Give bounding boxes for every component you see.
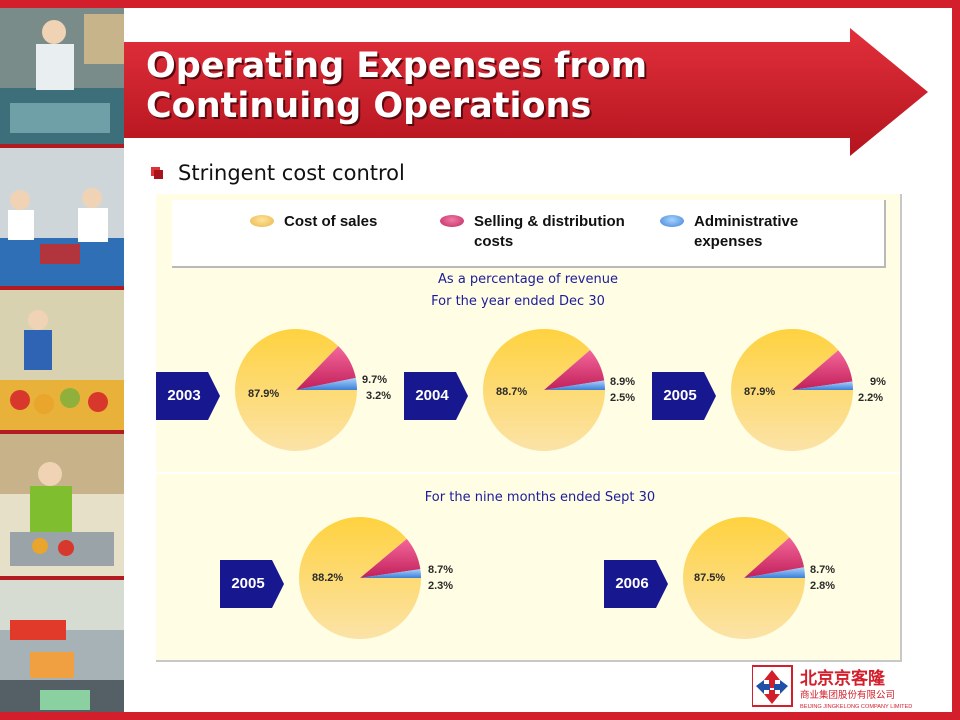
legend-item-cost-of-sales: Cost of sales: [250, 212, 394, 232]
title-arrow-banner: [124, 28, 928, 156]
bullet-text: Stringent cost control: [178, 161, 405, 185]
year-tag-2005-nine-months: 2005: [220, 560, 286, 608]
pct-label-2006-selling: 8.7%: [810, 564, 836, 576]
year-tag-2006: 2006: [604, 560, 670, 608]
pct-label-2005-annual-admin: 2.2%: [858, 392, 884, 404]
legend: Cost of sales Selling & distribution cos…: [172, 200, 886, 268]
pct-label-2004-selling: 8.9%: [610, 376, 636, 388]
pie-chart-2005-nine-months: [299, 517, 421, 640]
cost-of-sales-swatch-icon: [250, 215, 274, 227]
caption-year-ended: For the year ended Dec 30: [431, 294, 605, 309]
page-title: Operating Expenses from Continuing Opera…: [146, 46, 648, 126]
pie-chart-2004: [483, 328, 605, 451]
pct-label-2005-nine-months-selling: 8.7%: [428, 564, 454, 576]
year-label-2005-nine-months: 2005: [231, 575, 265, 592]
pct-label-2003-admin: 3.2%: [366, 390, 392, 402]
year-tag-2004: 2004: [404, 372, 470, 420]
year-label-2003: 2003: [167, 387, 201, 404]
pie-slice-selling-distribution: [544, 349, 605, 390]
legend-label-administrative: Administrative expenses: [694, 213, 799, 250]
photo-checkout-card: [0, 580, 124, 720]
legend-item-selling-distribution: Selling & distribution costs: [440, 212, 634, 252]
pct-label-2006-cost-of-sales: 87.5%: [694, 572, 726, 584]
logo-subtitle-cn: 商业集团股份有限公司: [800, 689, 895, 701]
selling-distribution-swatch-icon: [440, 215, 464, 227]
year-label-2005-annual: 2005: [663, 387, 697, 404]
bottom-border: [0, 712, 960, 720]
pie-slice-cost-of-sales: [731, 328, 853, 451]
legend-label-selling-distribution: Selling & distribution costs: [474, 213, 625, 250]
year-label-2004: 2004: [415, 387, 449, 404]
legend-item-administrative: Administrative expenses: [660, 212, 834, 252]
pie-slice-administrative: [296, 377, 357, 390]
photo-shopper-cart: [0, 434, 124, 576]
pie-slice-administrative: [544, 380, 605, 390]
year-tag-2003: 2003: [156, 372, 222, 420]
logo-subtitle-en: BEIJING JINGKELONG COMPANY LIMITED: [800, 704, 912, 710]
caption-revenue-percentage: As a percentage of revenue: [438, 272, 618, 287]
caption-nine-months: For the nine months ended Sept 30: [424, 490, 656, 505]
pct-label-2005-nine-months-admin: 2.3%: [428, 580, 454, 592]
pct-label-2004-cost-of-sales: 88.7%: [496, 386, 528, 398]
right-border: [952, 0, 960, 720]
bullet-row: Stringent cost control: [150, 160, 405, 186]
pie-slice-cost-of-sales: [483, 328, 605, 451]
photo-food-factory: [0, 148, 124, 286]
pct-label-2006-admin: 2.8%: [810, 580, 836, 592]
pie-slice-cost-of-sales: [235, 329, 357, 452]
year-tag-2005-annual: 2005: [652, 372, 718, 420]
company-logo: 北京京客隆 商业集团股份有限公司 BEIJING JINGKELONG COMP…: [752, 665, 912, 710]
pct-label-2005-nine-months-cost-of-sales: 88.2%: [312, 572, 344, 584]
photo-strip: [0, 8, 124, 720]
pie-slice-selling-distribution: [792, 350, 853, 390]
pie-chart-2005-annual: [731, 328, 853, 451]
pie-slice-administrative: [360, 569, 421, 578]
administrative-swatch-icon: [660, 215, 684, 227]
pct-label-2003-selling: 9.7%: [362, 374, 388, 386]
pie-slice-administrative: [792, 381, 853, 390]
pct-label-2003-cost-of-sales: 87.9%: [248, 388, 280, 400]
pie-slice-administrative: [744, 567, 805, 578]
pct-label-2004-admin: 2.5%: [610, 392, 636, 404]
pie-slice-cost-of-sales: [683, 517, 805, 640]
bullet-icon: [151, 167, 163, 179]
year-label-2006: 2006: [615, 575, 649, 592]
pie-slice-cost-of-sales: [299, 517, 421, 640]
pie-slice-selling-distribution: [360, 538, 421, 578]
photo-fruit-stand: [0, 290, 124, 430]
pie-chart-2003: [235, 329, 357, 452]
photo-seafood-counter: [0, 8, 124, 144]
legend-label-cost-of-sales: Cost of sales: [284, 213, 378, 230]
pie-slice-selling-distribution: [744, 537, 805, 578]
pie-chart-2006: [683, 517, 805, 640]
page-number: 35: [934, 690, 952, 706]
panel-divider: [156, 472, 900, 474]
logo-name-text: 北京京客隆: [800, 668, 886, 689]
pct-label-2005-annual-selling: 9%: [870, 376, 886, 388]
pie-slice-selling-distribution: [296, 346, 356, 390]
top-border: [0, 0, 960, 8]
pct-label-2005-annual-cost-of-sales: 87.9%: [744, 386, 776, 398]
